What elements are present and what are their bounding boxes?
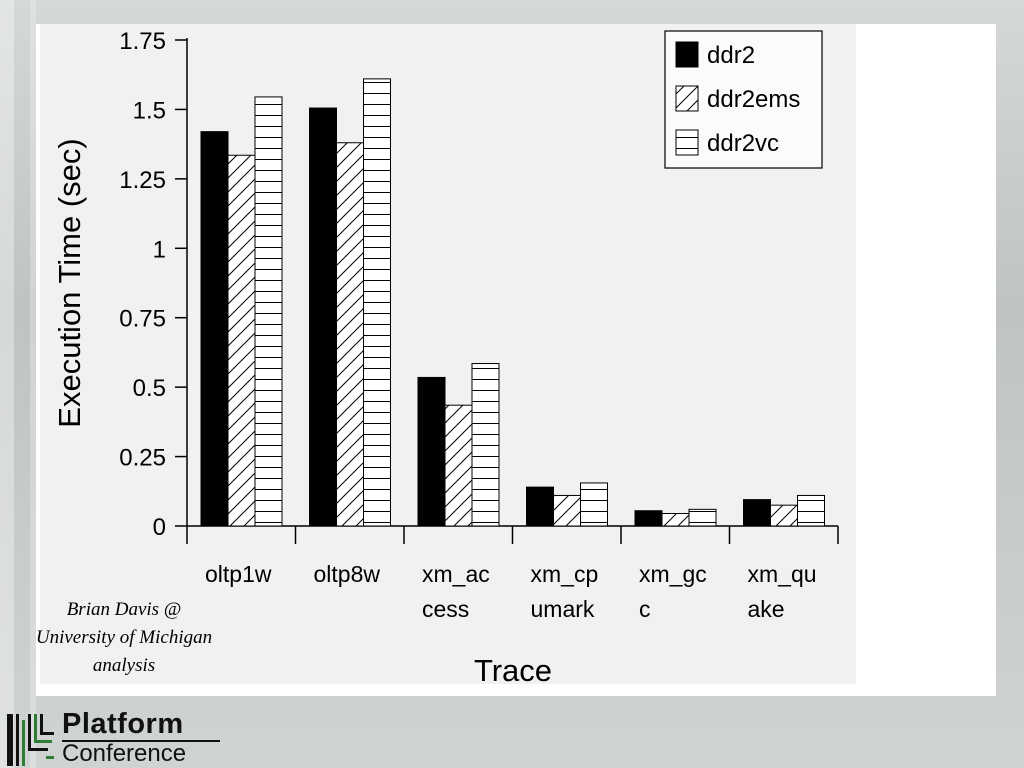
bar-ddr2	[743, 499, 771, 527]
y-tick-label: 0	[153, 514, 166, 541]
x-tick-label: umark	[531, 596, 595, 622]
bar-ddr2	[634, 510, 663, 527]
bar-ddr2vc	[363, 78, 391, 527]
bar-ddr2ems	[553, 494, 581, 527]
credit-line-2: University of Michigan	[35, 627, 213, 648]
x-tick-label: xm_ac	[422, 561, 490, 587]
y-axis-title: Execution Time (sec)	[52, 138, 87, 427]
platform-conference-logo: Platform Conference	[2, 706, 232, 768]
bar-ddr2ems	[336, 142, 364, 527]
bar-ddr2ems	[227, 154, 256, 527]
y-tick-label: 1.5	[133, 97, 166, 124]
bar-ddr2vc	[254, 96, 283, 527]
x-tick-label: c	[639, 596, 651, 622]
credit-line-3: analysis	[92, 655, 156, 676]
bar-ddr2	[200, 131, 229, 527]
y-tick-label: 0.75	[119, 306, 166, 333]
circuit-board-icon	[7, 714, 54, 766]
bar-ddr2	[309, 107, 337, 527]
bar-ddr2ems	[661, 513, 690, 527]
bar-ddr2	[417, 376, 446, 527]
bar-ddr2	[526, 486, 554, 527]
x-tick-label: xm_cp	[531, 561, 599, 587]
x-tick-label: xm_gc	[639, 561, 707, 587]
logo-word-conference: Conference	[62, 740, 187, 767]
x-tick-label: oltp1w	[205, 561, 272, 587]
legend-swatch-ddr2vc	[675, 129, 699, 156]
y-tick-label: 0.25	[119, 445, 166, 472]
y-tick-label: 1.75	[119, 28, 166, 55]
bar-ddr2vc	[471, 363, 500, 527]
x-tick-label: oltp8w	[314, 561, 381, 587]
y-tick-label: 1.25	[119, 167, 166, 194]
legend-label: ddr2vc	[707, 130, 779, 157]
bar-ddr2vc	[580, 482, 608, 527]
legend-label: ddr2	[707, 42, 755, 69]
bar-ddr2vc	[797, 494, 825, 527]
logo-divider	[62, 740, 220, 742]
credit-line-1: Brian Davis @	[66, 599, 182, 620]
y-tick-label: 1	[153, 236, 166, 263]
bar-ddr2ems	[770, 504, 798, 527]
bar-ddr2ems	[444, 404, 473, 527]
logo-word-platform: Platform	[62, 708, 184, 740]
legend-label: ddr2ems	[707, 86, 800, 113]
y-tick-label: 0.5	[133, 375, 166, 402]
x-tick-label: ake	[748, 596, 785, 622]
legend-swatch-ddr2ems	[675, 85, 699, 112]
legend-swatch-ddr2	[675, 41, 699, 68]
x-tick-label: xm_qu	[748, 561, 817, 587]
bar-ddr2vc	[688, 508, 717, 527]
x-tick-label: cess	[422, 596, 469, 622]
analysis-credit: Brian Davis @ University of Michigan ana…	[10, 596, 238, 680]
x-axis-title: Trace	[474, 653, 552, 688]
